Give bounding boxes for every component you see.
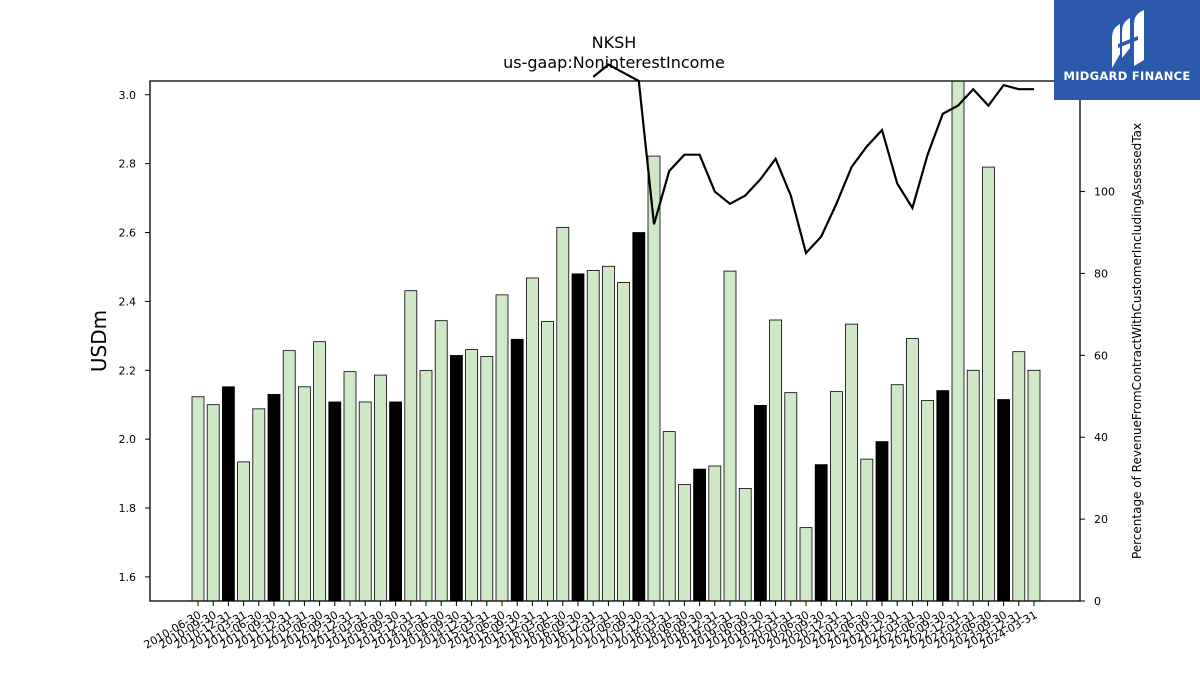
bar-2020-03-31	[784, 392, 798, 602]
bar-2016-06-30	[556, 226, 570, 602]
bar-2015-12-31	[526, 277, 539, 602]
bar-2010-09-30	[206, 404, 220, 602]
bar-2021-12-31	[890, 384, 904, 602]
y-right-tick-label: 80	[1094, 267, 1108, 280]
y-tick-label: 2.8	[119, 158, 137, 171]
bar-2021-03-31	[845, 323, 858, 602]
bar-2023-12-31	[1012, 351, 1026, 602]
y-tick-label: 1.6	[119, 571, 137, 584]
line-series	[592, 63, 1034, 256]
chart-title: NKSH	[592, 33, 637, 52]
bar-2024-03-31	[1027, 369, 1041, 602]
y-right-tick-label: 100	[1094, 186, 1115, 199]
bar-2018-03-31	[662, 431, 676, 602]
bar-2015-09-30	[510, 338, 524, 602]
bar-2023-09-30	[997, 399, 1010, 602]
y-axis-left-ticks: 1.6 1.8 2.0 2.2 2.4 2.6 2.8 3.0	[119, 89, 150, 584]
brand-name: MIDGARD FINANCE	[1063, 69, 1191, 83]
bar-2013-03-31	[358, 401, 372, 602]
bar-2021-06-30	[860, 458, 874, 602]
y-tick-label: 1.8	[119, 502, 137, 515]
y-right-tick-label: 40	[1094, 431, 1108, 444]
y-tick-label: 2.4	[119, 295, 137, 308]
chart-subtitle: us-gaap:NoninterestIncome	[503, 53, 725, 72]
bar-2021-09-30	[875, 441, 889, 602]
bar-2020-09-30	[814, 464, 828, 602]
bar-2014-09-30	[449, 355, 463, 602]
bar-2022-03-31	[906, 338, 919, 602]
bar-2016-03-31	[541, 320, 554, 602]
bar-2012-09-30	[328, 401, 342, 602]
bar-2013-06-30	[373, 374, 387, 602]
y-tick-label: 2.0	[119, 433, 137, 446]
bar-2012-12-31	[343, 371, 357, 602]
bar-2019-12-31	[769, 319, 782, 602]
bar-2018-06-30	[678, 484, 691, 602]
y-right-tick-label: 60	[1094, 349, 1108, 362]
bar-2017-09-30	[632, 232, 646, 602]
midgard-logo-icon	[1112, 10, 1144, 68]
bar-2013-12-31	[404, 290, 418, 602]
y-axis-right-label: Percentage of RevenueFromContractWithCus…	[1130, 123, 1144, 559]
bar-2011-03-31	[237, 461, 251, 602]
percentage-line	[592, 63, 1034, 256]
bar-2018-12-31	[708, 465, 722, 602]
bar-2015-03-31	[480, 356, 494, 602]
y-right-tick-label: 0	[1094, 595, 1101, 608]
bar-2013-09-30	[389, 401, 403, 602]
bar-2011-12-31	[282, 350, 296, 602]
bar-2017-03-31	[602, 265, 615, 602]
bar-2022-09-30	[936, 390, 950, 602]
y-tick-label: 2.2	[119, 364, 137, 377]
bar-2019-09-30	[754, 404, 767, 602]
bar-2023-03-31	[966, 369, 980, 602]
bar-2014-12-31	[465, 349, 479, 602]
bar-2020-12-31	[830, 391, 843, 602]
bar-2014-03-31	[419, 370, 433, 602]
bar-2012-06-30	[313, 341, 327, 602]
bar-2018-09-30	[693, 468, 706, 602]
bar-2016-12-31	[586, 270, 600, 602]
bar-2022-06-30	[921, 400, 934, 602]
bar-2015-06-30	[495, 294, 509, 602]
bar-2010-06-30	[191, 396, 205, 602]
bar-2019-06-30	[738, 487, 752, 602]
y-axis-right-ticks: 0 20 40 60 80 100	[1080, 186, 1115, 608]
bar-2016-09-30	[571, 273, 585, 602]
bar-2014-06-30	[434, 320, 448, 602]
brand-badge: MIDGARD FINANCE	[1054, 0, 1200, 100]
x-axis-ticks: 2010-06-302010-09-302010-12-312011-03-31…	[142, 601, 1040, 652]
y-tick-label: 3.0	[119, 89, 137, 102]
bar-2011-09-30	[267, 393, 281, 602]
bar-2023-06-30	[982, 166, 995, 602]
bar-2012-03-31	[297, 386, 311, 602]
bar-2022-12-31	[951, 80, 965, 602]
bar-2017-06-30	[617, 282, 630, 602]
y-right-tick-label: 20	[1094, 513, 1108, 526]
y-axis-label: USDm	[87, 310, 111, 372]
bar-2019-03-31	[723, 270, 737, 602]
bar-series	[191, 80, 1041, 602]
bar-2011-06-30	[252, 408, 266, 602]
y-tick-label: 2.6	[119, 227, 137, 240]
bar-2010-12-31	[221, 386, 235, 602]
plot-frame	[149, 80, 1081, 602]
bar-2020-06-30	[799, 527, 813, 602]
